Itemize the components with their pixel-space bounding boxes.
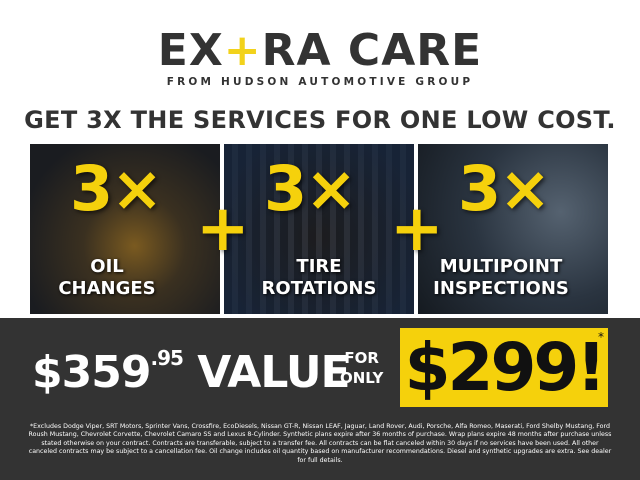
panel-label-line1: TIRE	[296, 256, 342, 277]
panel-label-line2: INSPECTIONS	[433, 278, 569, 299]
regular-value: $359.95 VALUE	[32, 346, 351, 398]
price-box: $299! *	[400, 328, 608, 407]
value-word: VALUE	[197, 347, 350, 398]
logo-plus-icon: +	[223, 25, 262, 76]
value-dollars: $359	[32, 347, 151, 398]
panel-label-line2: ROTATIONS	[261, 278, 377, 299]
logo-wordmark: EX+RA CARE	[0, 28, 640, 74]
logo-part2: RA CARE	[261, 25, 483, 76]
for-only: FOR ONLY	[340, 348, 383, 388]
plus-icon: +	[196, 192, 250, 266]
only-text: ONLY	[340, 369, 384, 387]
panel-label-line1: OIL	[90, 256, 124, 277]
panel-oil-changes: 3× OIL CHANGES	[30, 144, 220, 314]
disclaimer: *Excludes Dodge Viper, SRT Motors, Sprin…	[28, 423, 612, 464]
logo-part1: EX	[157, 25, 224, 76]
extra-care-logo: EX+RA CARE FROM HUDSON AUTOMOTIVE GROUP	[0, 28, 640, 89]
panel-label-line1: MULTIPOINT	[439, 256, 563, 277]
headline: GET 3X THE SERVICES FOR ONE LOW COST.	[24, 106, 616, 134]
for-text: FOR	[344, 349, 379, 367]
offer-price: $299!	[404, 329, 607, 406]
panel-label-line2: CHANGES	[58, 278, 156, 299]
logo-tagline: FROM HUDSON AUTOMOTIVE GROUP	[166, 76, 474, 88]
panel-count: 3×	[458, 152, 551, 225]
panel-count: 3×	[264, 152, 357, 225]
panel-tire-rotations: 3× TIRE ROTATIONS	[224, 144, 414, 314]
panel-multipoint-inspections: 3× MULTIPOINT INSPECTIONS	[418, 144, 608, 314]
plus-icon: +	[390, 192, 444, 266]
panel-count: 3×	[70, 152, 163, 225]
offer-band: $359.95 VALUE FOR ONLY $299! * *Excludes …	[0, 318, 640, 480]
value-cents: .95	[150, 346, 183, 370]
price-asterisk: *	[598, 330, 604, 344]
